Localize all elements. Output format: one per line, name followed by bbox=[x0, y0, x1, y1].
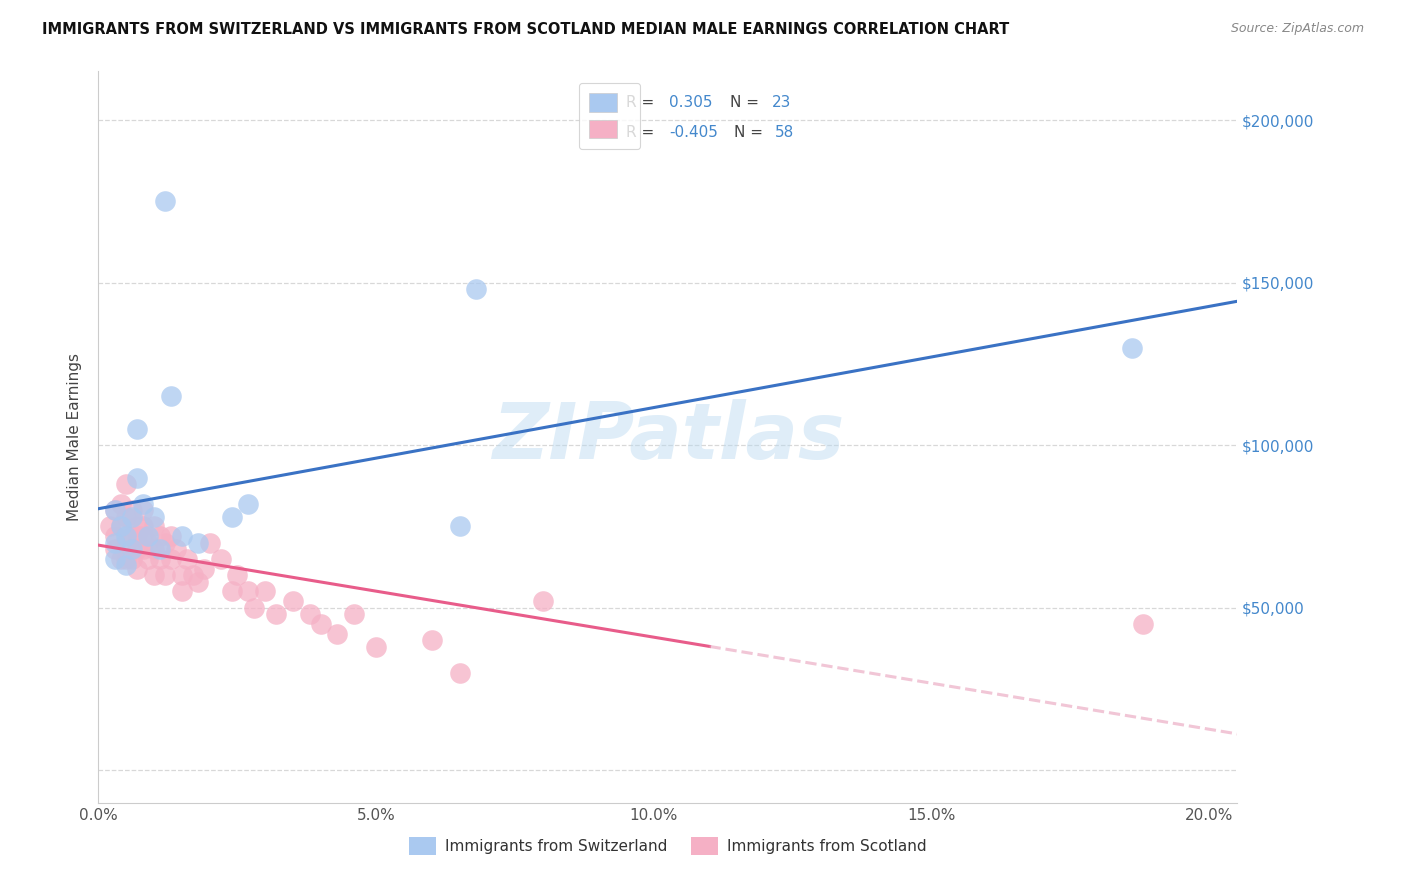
Text: -0.405: -0.405 bbox=[669, 125, 718, 140]
Point bbox=[449, 519, 471, 533]
Point bbox=[148, 542, 170, 557]
Point bbox=[127, 529, 149, 543]
Point bbox=[143, 509, 166, 524]
Point bbox=[110, 519, 132, 533]
Point bbox=[121, 542, 143, 557]
Point bbox=[198, 535, 221, 549]
Point bbox=[132, 542, 155, 557]
Text: R =: R = bbox=[626, 125, 659, 140]
Point bbox=[148, 552, 170, 566]
Point bbox=[121, 529, 143, 543]
Point bbox=[138, 529, 160, 543]
Point bbox=[449, 665, 471, 680]
Point bbox=[238, 584, 260, 599]
Text: ZIPatlas: ZIPatlas bbox=[492, 399, 844, 475]
Text: Source: ZipAtlas.com: Source: ZipAtlas.com bbox=[1230, 22, 1364, 36]
Point bbox=[165, 542, 187, 557]
Text: N =: N = bbox=[731, 95, 765, 111]
Point bbox=[254, 584, 277, 599]
Point bbox=[170, 584, 193, 599]
Text: R =: R = bbox=[626, 95, 659, 111]
Point bbox=[159, 552, 181, 566]
Point bbox=[121, 552, 143, 566]
Point bbox=[132, 497, 155, 511]
Point bbox=[143, 568, 166, 582]
Point bbox=[115, 558, 138, 573]
Point bbox=[127, 422, 149, 436]
Text: 23: 23 bbox=[772, 95, 790, 111]
Point bbox=[110, 552, 132, 566]
Point bbox=[143, 519, 166, 533]
Point bbox=[221, 584, 243, 599]
Point bbox=[298, 607, 321, 622]
Point bbox=[104, 529, 127, 543]
Point bbox=[264, 607, 287, 622]
Point bbox=[420, 633, 443, 648]
Point bbox=[170, 568, 193, 582]
Point bbox=[153, 568, 176, 582]
Point bbox=[104, 535, 127, 549]
Point bbox=[132, 503, 155, 517]
Point bbox=[281, 594, 304, 608]
Point bbox=[132, 519, 155, 533]
Point bbox=[326, 626, 349, 640]
Point bbox=[110, 497, 132, 511]
Point bbox=[1121, 341, 1143, 355]
Legend: Immigrants from Switzerland, Immigrants from Scotland: Immigrants from Switzerland, Immigrants … bbox=[402, 831, 934, 861]
Point bbox=[121, 509, 143, 524]
Text: 0.305: 0.305 bbox=[669, 95, 713, 111]
Point bbox=[159, 389, 181, 403]
Text: IMMIGRANTS FROM SWITZERLAND VS IMMIGRANTS FROM SCOTLAND MEDIAN MALE EARNINGS COR: IMMIGRANTS FROM SWITZERLAND VS IMMIGRANT… bbox=[42, 22, 1010, 37]
Point bbox=[187, 574, 209, 589]
Point bbox=[138, 535, 160, 549]
Point bbox=[104, 503, 127, 517]
Point bbox=[187, 535, 209, 549]
Point bbox=[115, 509, 138, 524]
Point bbox=[115, 535, 138, 549]
Point bbox=[98, 519, 121, 533]
Point bbox=[110, 519, 132, 533]
Point bbox=[148, 529, 170, 543]
Point bbox=[243, 600, 266, 615]
Point bbox=[153, 194, 176, 209]
Point bbox=[153, 535, 176, 549]
Point bbox=[181, 568, 204, 582]
Point bbox=[226, 568, 249, 582]
Text: 58: 58 bbox=[775, 125, 794, 140]
Point bbox=[309, 617, 332, 632]
Point bbox=[138, 552, 160, 566]
Y-axis label: Median Male Earnings: Median Male Earnings bbox=[67, 353, 83, 521]
Point bbox=[221, 509, 243, 524]
Text: N =: N = bbox=[734, 125, 768, 140]
Point bbox=[159, 529, 181, 543]
Point bbox=[238, 497, 260, 511]
Point bbox=[209, 552, 232, 566]
Point bbox=[343, 607, 366, 622]
Point bbox=[115, 529, 138, 543]
Point bbox=[176, 552, 198, 566]
Point bbox=[193, 562, 215, 576]
Point bbox=[531, 594, 554, 608]
Point bbox=[127, 542, 149, 557]
Point bbox=[366, 640, 388, 654]
Point bbox=[170, 529, 193, 543]
Point bbox=[127, 471, 149, 485]
Point bbox=[1132, 617, 1154, 632]
Point bbox=[127, 519, 149, 533]
Point bbox=[115, 552, 138, 566]
Point bbox=[121, 503, 143, 517]
Point bbox=[104, 542, 127, 557]
Point bbox=[115, 477, 138, 491]
Point bbox=[465, 282, 488, 296]
Point bbox=[143, 542, 166, 557]
Point bbox=[132, 529, 155, 543]
Point bbox=[127, 562, 149, 576]
Point bbox=[104, 503, 127, 517]
Point bbox=[104, 552, 127, 566]
